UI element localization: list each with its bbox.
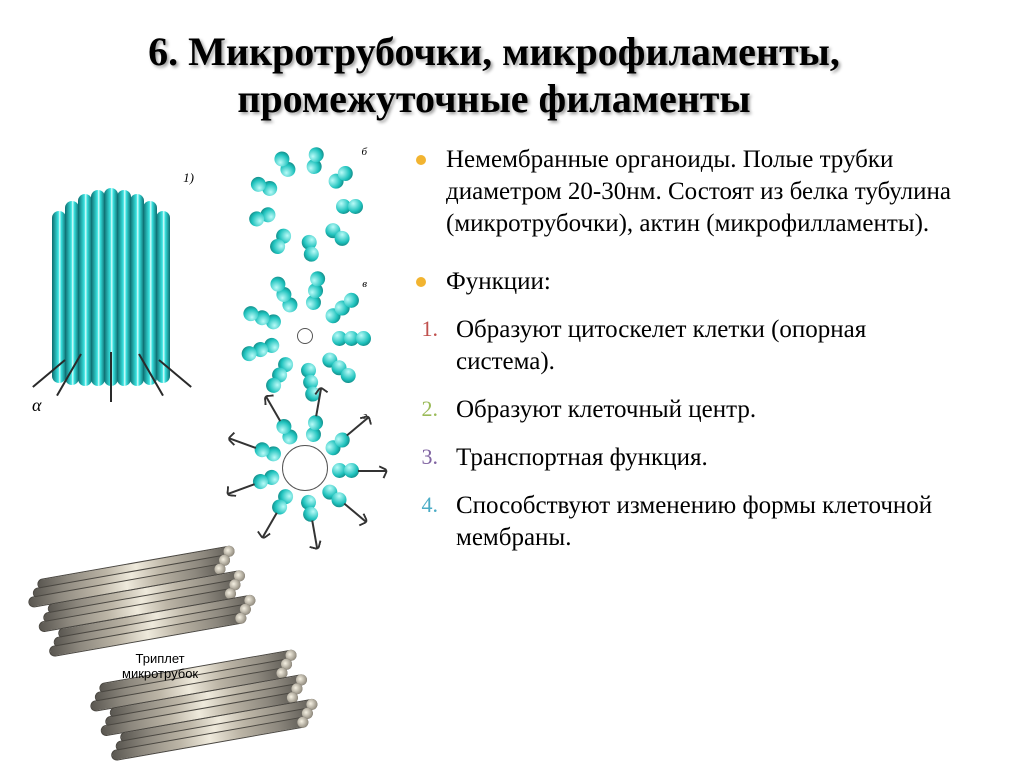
paragraph-text: Немембранные органоиды. Полые трубки диа…	[446, 144, 968, 240]
bullet-item: Функции:	[410, 266, 968, 298]
figure-label-number: 1)	[183, 170, 194, 186]
bullet-icon	[416, 277, 426, 287]
microtubule-bundle-figure: 1) α	[30, 166, 190, 406]
list-number: 1.	[416, 314, 438, 343]
list-number: 3.	[416, 442, 438, 471]
list-text: Образуют цитоскелет клетки (опорная сист…	[456, 314, 968, 378]
triplet-caption: Триплетмикротрубок	[122, 652, 198, 682]
list-text: Транспортная функция.	[456, 442, 968, 474]
list-number: 2.	[416, 394, 438, 423]
list-item: 4. Способствуют изменению формы клеточно…	[410, 490, 968, 554]
text-column: Немембранные органоиды. Полые трубки диа…	[410, 144, 968, 570]
list-number: 4.	[416, 490, 438, 519]
ring-label: в	[362, 278, 367, 290]
cross-section-rings: б в	[220, 144, 390, 540]
bullet-item: Немембранные органоиды. Полые трубки диа…	[410, 144, 968, 240]
ring-3: г	[245, 408, 365, 528]
alpha-label: α	[32, 395, 41, 416]
ring-1: б	[245, 144, 365, 264]
list-item: 2. Образуют клеточный центр.	[410, 394, 968, 426]
paragraph-text: Функции:	[446, 266, 968, 298]
ring-2: в	[245, 276, 365, 396]
ring-label: б	[361, 146, 367, 158]
list-item: 1. Образуют цитоскелет клетки (опорная с…	[410, 314, 968, 378]
list-item: 3. Транспортная функция.	[410, 442, 968, 474]
figure-column: 1) α б в	[20, 144, 400, 570]
list-text: Образуют клеточный центр.	[456, 394, 968, 426]
list-text: Способствуют изменению формы клеточной м…	[456, 490, 968, 554]
slide-title: 6. Микротрубочки, микрофиламенты, промеж…	[20, 28, 968, 122]
content-row: 1) α б в	[20, 144, 968, 570]
bullet-icon	[416, 155, 426, 165]
